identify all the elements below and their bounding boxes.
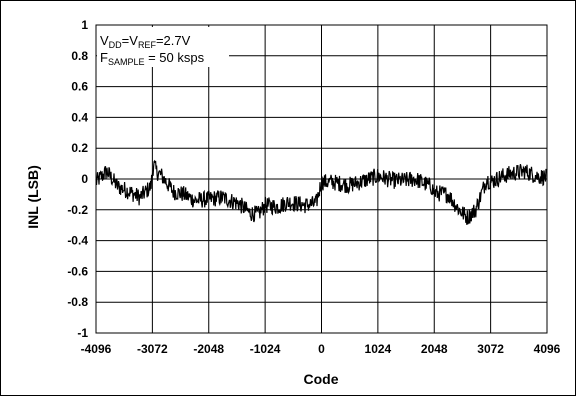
ann-f: F [100,50,108,65]
x-tick-label: -1024 [250,342,281,356]
ann-val2: = 50 ksps [144,50,204,65]
annotation-vdd-vref: VDD=VREF=2.7V [100,33,191,50]
x-axis-label: Code [304,371,339,387]
y-tick-label: 0.8 [71,49,88,63]
ann-dd-sub: DD [109,40,122,50]
y-tick-label: -0.6 [67,264,88,278]
y-tick-label: -0.2 [67,203,88,217]
annotation-box: VDD=VREF=2.7V FSAMPLE = 50 ksps [97,27,229,67]
x-tick-label: 0 [318,342,325,356]
y-axis-label: INL (LSB) [25,165,41,229]
x-tick-label: 1024 [365,342,392,356]
ann-sample-sub: SAMPLE [108,57,145,67]
y-tick-label: 1 [81,18,88,32]
annotation-fsample: FSAMPLE = 50 ksps [100,50,205,67]
x-tick-label: -2048 [193,342,224,356]
ann-ref-sub: REF [138,40,157,50]
y-tick-labels: 1 0.8 0.6 0.4 0.2 0 -0.2 -0.4 -0.6 -0.8 -1 [67,18,88,340]
x-tick-label: 4096 [534,342,561,356]
x-tick-labels: -4096 -3072 -2048 -1024 0 1024 2048 3072 4096 [81,342,561,356]
ann-v: V [100,33,109,48]
y-tick-label: -0.8 [67,295,88,309]
x-tick-label: 3072 [477,342,504,356]
y-tick-label: 0.6 [71,80,88,94]
x-tick-label: -3072 [137,342,168,356]
ann-eq1: =V [122,33,139,48]
series-line [95,159,548,225]
ann-val1: =2.7V [156,33,191,48]
y-tick-label: -0.4 [67,234,88,248]
y-tick-label: 0.4 [71,110,88,124]
y-tick-label: 0 [81,172,88,186]
x-tick-label: 2048 [421,342,448,356]
x-tick-label: -4096 [81,342,112,356]
y-tick-label: -1 [77,326,88,340]
y-tick-label: 0.2 [71,141,88,155]
